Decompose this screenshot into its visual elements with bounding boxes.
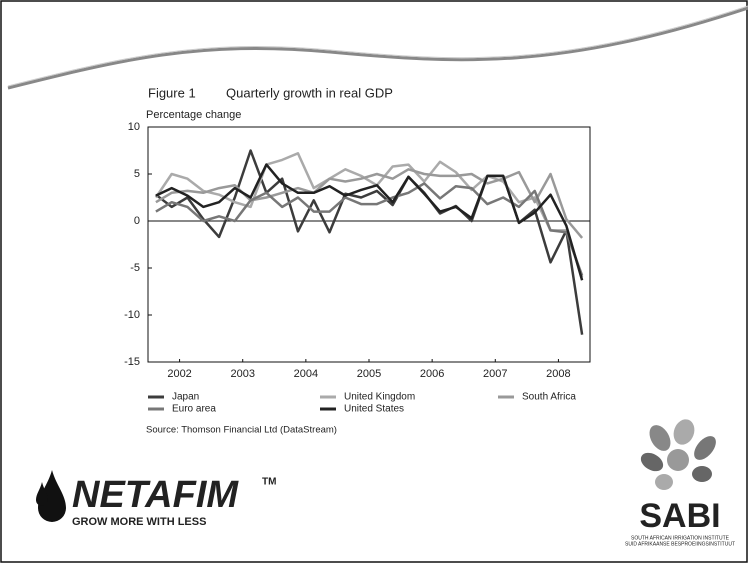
- figure-number: Figure 1: [148, 85, 196, 100]
- legend-label: Japan: [172, 392, 199, 403]
- plot-frame: [147, 126, 591, 363]
- drop-icon: [38, 470, 66, 522]
- series-line: [154, 152, 584, 278]
- leaf-icon: [673, 419, 695, 445]
- leaf-icon: [655, 474, 673, 490]
- source: Source: Thomson Financial Ltd (DataStrea…: [146, 425, 337, 436]
- leaf-icon: [692, 466, 712, 482]
- sabi-logo: SABI SOUTH AFRICAN IRRIGATION INSTITUTE …: [625, 419, 735, 547]
- legend-label: United States: [344, 404, 404, 415]
- y-tick-label: 5: [134, 168, 140, 180]
- x-tick-label: 2008: [546, 368, 570, 380]
- brand-name: NETAFIM: [72, 474, 239, 516]
- decor-swoosh: [7, 5, 748, 87]
- brand-name: SABI: [639, 497, 720, 535]
- brand-caption: SOUTH AFRICAN IRRIGATION INSTITUTE: [631, 535, 730, 541]
- leaf-icon: [649, 425, 671, 451]
- decor-swoosh: [7, 6, 748, 90]
- tagline: GROW MORE WITH LESS: [72, 516, 206, 528]
- leaf-icon: [667, 449, 689, 471]
- series-line: [155, 168, 584, 239]
- x-tick-label: 2003: [230, 368, 254, 380]
- legend-label: United Kingdom: [344, 392, 415, 403]
- x-tick-label: 2006: [420, 368, 444, 380]
- y-tick-label: -5: [130, 262, 140, 274]
- drop-icon: [36, 482, 48, 506]
- x-tick-label: 2005: [357, 368, 381, 380]
- netafim-logo: NETAFIM TM GROW MORE WITH LESS: [36, 470, 276, 528]
- legend-label: South Africa: [522, 392, 576, 403]
- brand-caption: SUID AFRIKAANSE BESPROEIINGSINSTITUUT: [625, 541, 735, 547]
- y-tick-label: -15: [124, 356, 140, 368]
- leaf-icon: [640, 452, 664, 472]
- series-line: [155, 163, 584, 281]
- legend-label: Euro area: [172, 404, 216, 415]
- trademark: TM: [262, 477, 276, 488]
- y-tick-label: -10: [124, 309, 140, 321]
- x-tick-label: 2004: [294, 368, 318, 380]
- x-tick-label: 2002: [167, 368, 191, 380]
- x-tick-label: 2007: [483, 368, 507, 380]
- y-tick-label: 0: [134, 215, 140, 227]
- leaf-icon: [694, 436, 716, 460]
- chart-title: Quarterly growth in real GDP: [226, 85, 393, 100]
- y-tick-label: 10: [128, 121, 140, 133]
- y-axis-label: Percentage change: [146, 109, 241, 121]
